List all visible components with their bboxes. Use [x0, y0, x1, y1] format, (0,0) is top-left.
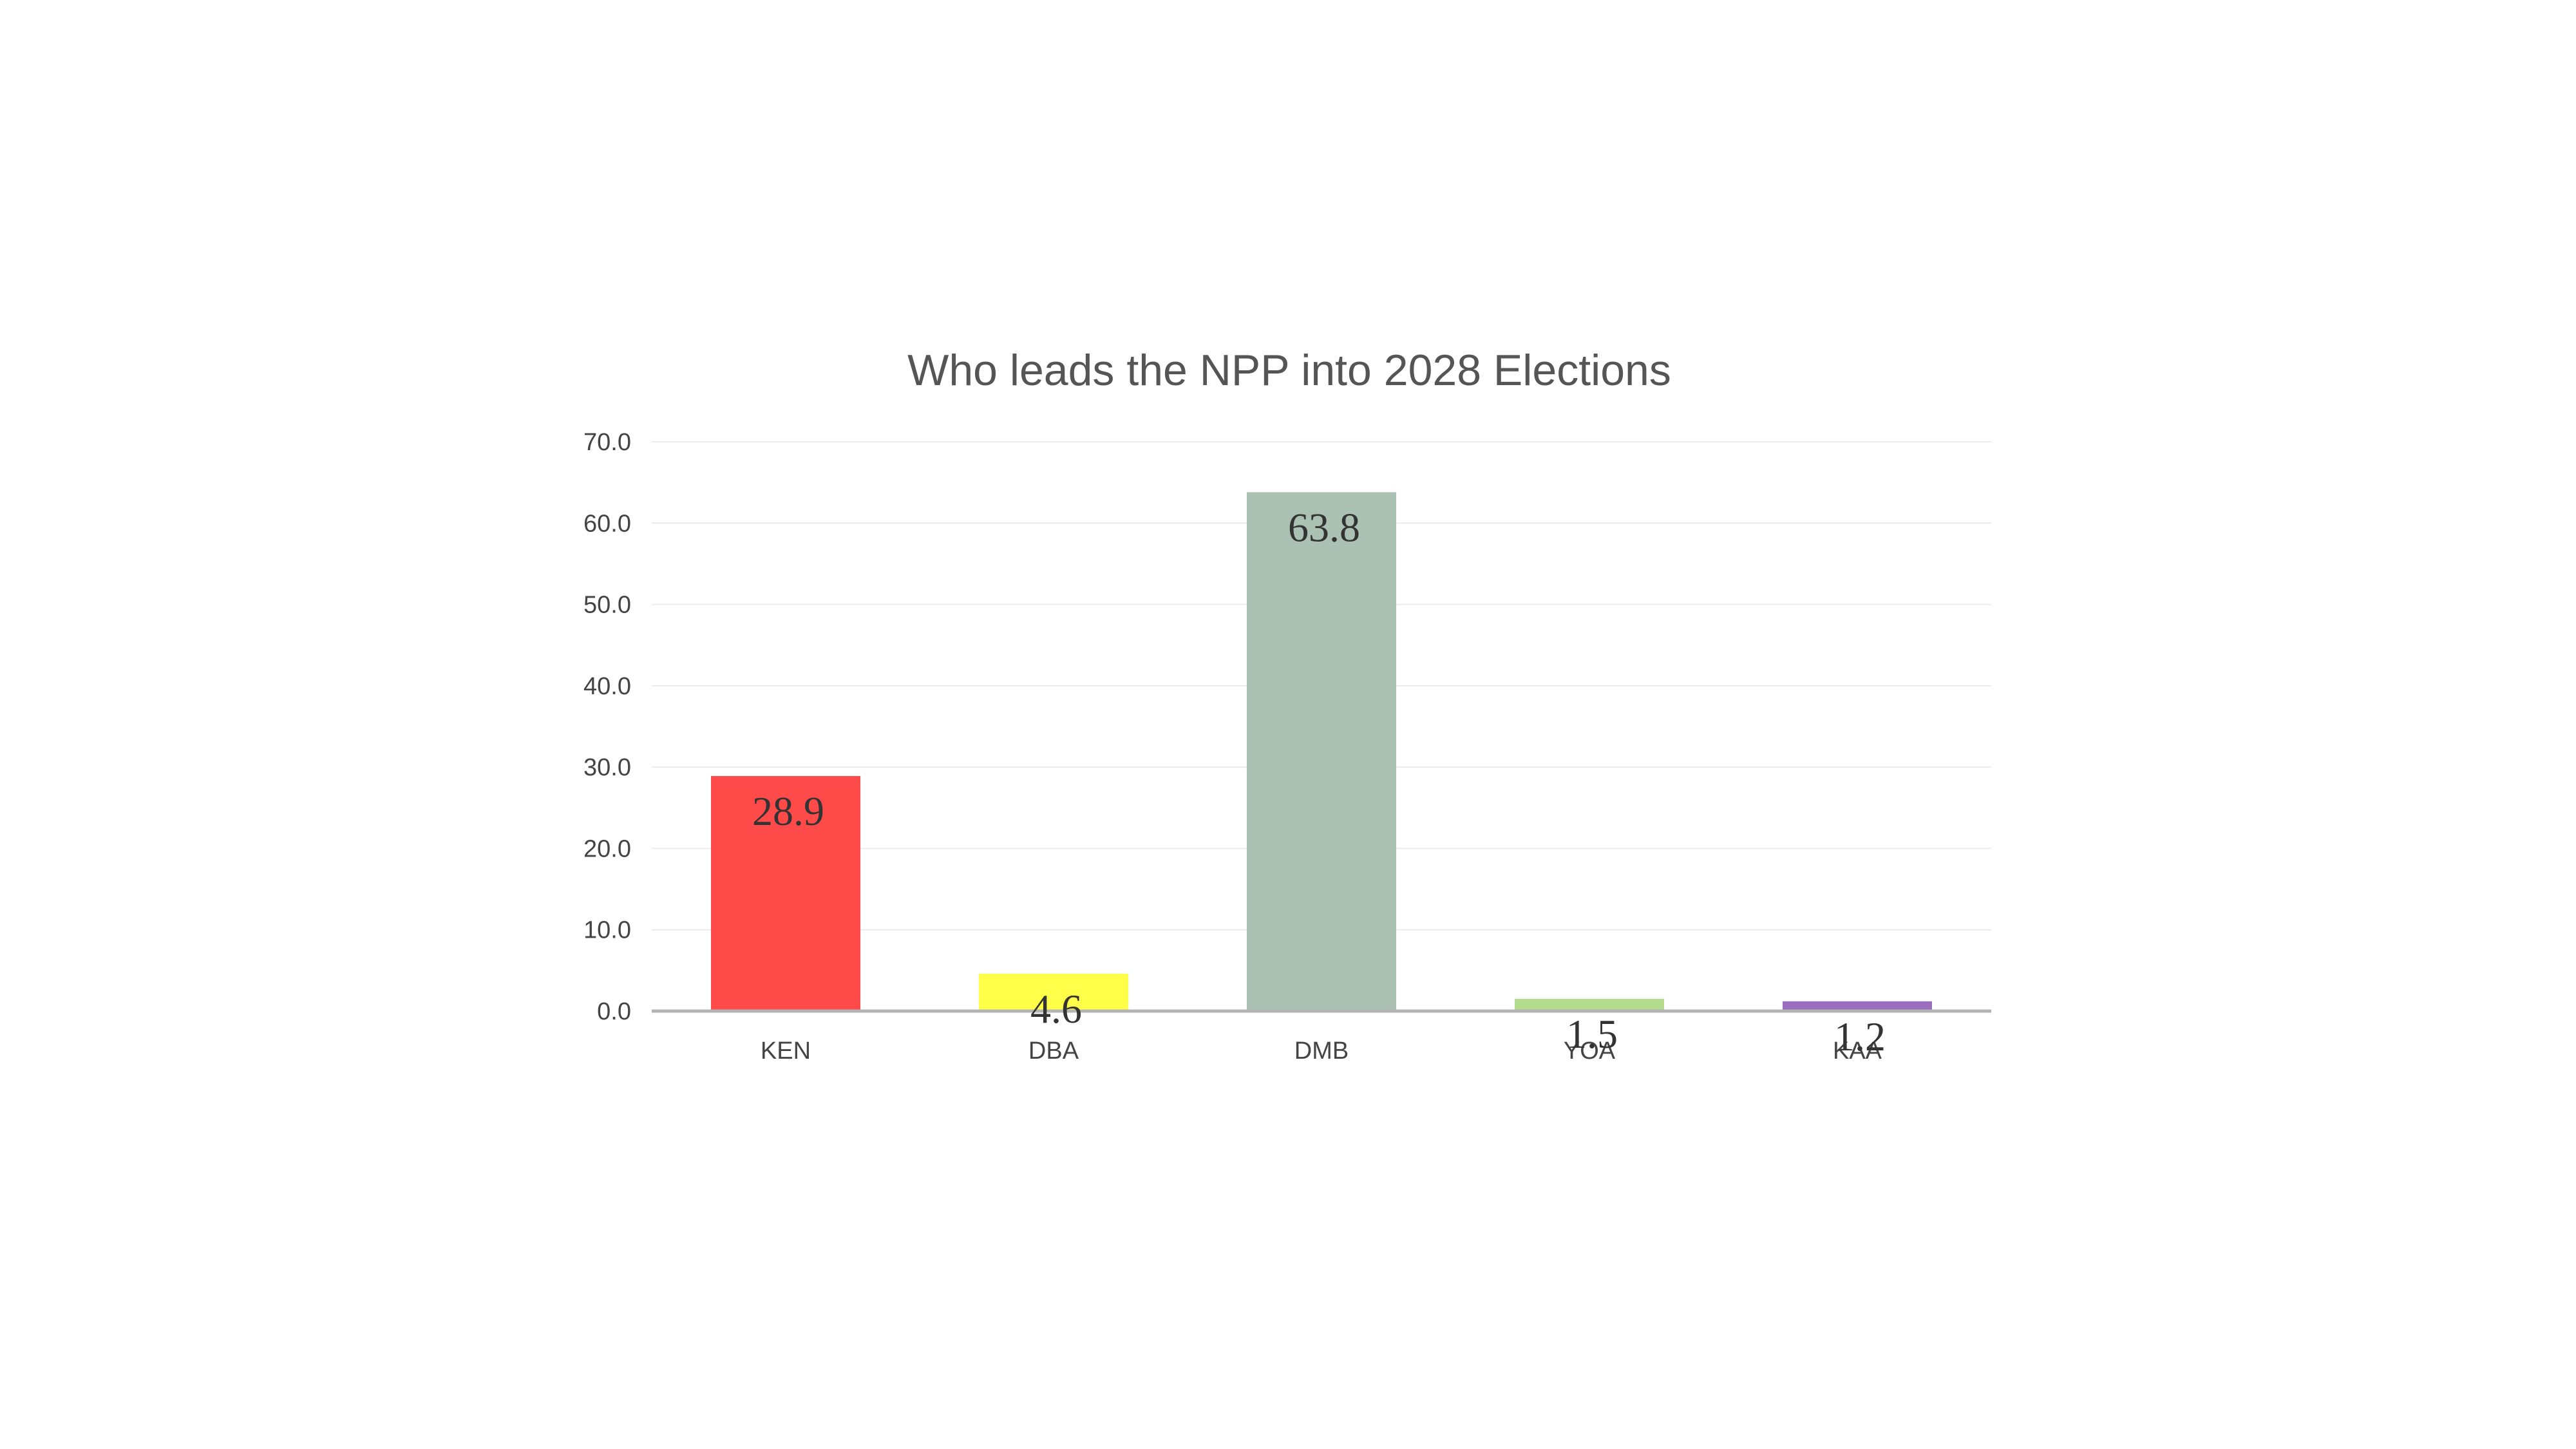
data-labels: 28.9 4.6 63.8 1.5 1.2 [752, 504, 1886, 1059]
chart-title: Who leads the NPP into 2028 Elections [907, 346, 1671, 395]
data-label: 28.9 [752, 788, 824, 834]
y-tick-label: 60.0 [583, 510, 631, 537]
y-tick-label: 0.0 [597, 998, 631, 1025]
y-tick-label: 10.0 [583, 917, 631, 944]
data-label: 1.5 [1566, 1011, 1618, 1057]
y-tick-label: 40.0 [583, 673, 631, 700]
data-label: 63.8 [1288, 504, 1360, 550]
bar-kaa[interactable] [1783, 1001, 1932, 1011]
x-tick-label: KEN [761, 1037, 811, 1065]
x-tick-label: KAA [1833, 1037, 1882, 1065]
y-tick-label: 20.0 [583, 835, 631, 862]
x-axis-categories: KEN DBA DMB YOA KAA [761, 1037, 1882, 1065]
data-label: 1.2 [1834, 1014, 1886, 1059]
y-tick-label: 70.0 [583, 429, 631, 456]
bar-dmb[interactable] [1247, 492, 1396, 1011]
y-tick-label: 50.0 [583, 592, 631, 619]
y-tick-label: 30.0 [583, 754, 631, 781]
bar-yoa[interactable] [1515, 999, 1664, 1011]
bar-ken[interactable] [711, 776, 860, 1011]
x-tick-label: DBA [1028, 1037, 1079, 1065]
x-tick-label: DMB [1294, 1037, 1349, 1065]
data-label: 4.6 [1030, 986, 1082, 1032]
y-axis-ticks: 0.0 10.0 20.0 30.0 40.0 50.0 60.0 70.0 [583, 429, 631, 1025]
x-tick-label: YOA [1564, 1037, 1616, 1065]
bars [711, 492, 1932, 1011]
bar-dba[interactable] [979, 973, 1128, 1011]
